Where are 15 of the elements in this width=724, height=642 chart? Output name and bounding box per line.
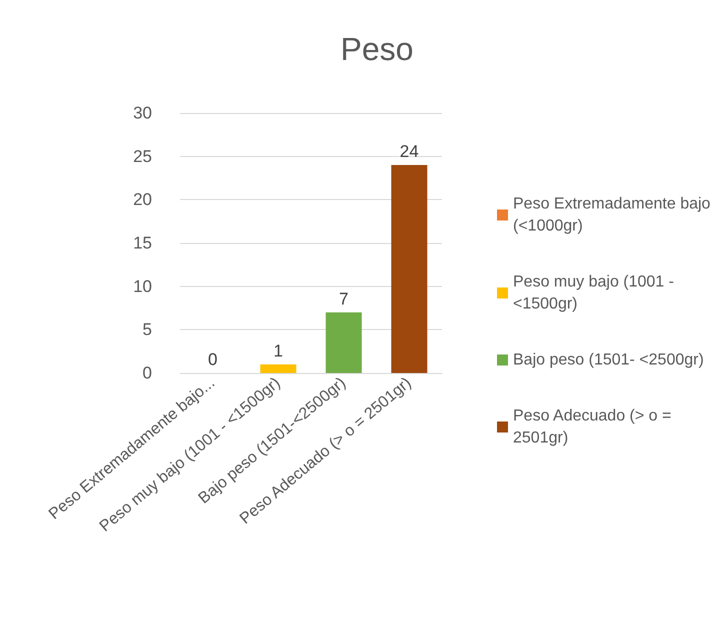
legend-label: Bajo peso (1501- <2500gr) [513, 352, 704, 368]
data-label: 24 [400, 142, 419, 161]
data-label: 7 [339, 289, 348, 308]
y-tick-label: 0 [142, 364, 152, 382]
y-tick-label: 20 [133, 190, 152, 210]
data-label: 1 [274, 341, 283, 360]
y-tick-label: 30 [133, 104, 152, 122]
y-tick-label: 25 [133, 146, 152, 166]
y-tick-label: 15 [133, 234, 152, 252]
y-tick-label: 5 [142, 320, 152, 340]
chart-title: Peso [340, 31, 414, 67]
legend-label: Peso Extremadamente bajo (<1000gr) [513, 196, 715, 234]
y-tick-label: 10 [133, 276, 152, 296]
data-label: 0 [208, 350, 218, 369]
legend-label: Peso muy bajo (1001 - <1500gr) [513, 274, 678, 312]
